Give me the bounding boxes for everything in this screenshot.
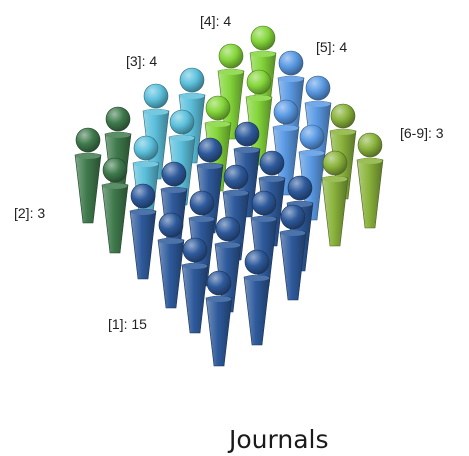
person-figure-group-1-8 <box>129 183 157 280</box>
chart-title: Journals <box>227 425 329 454</box>
label-group-6-9: [6-9]: 3 <box>400 125 444 141</box>
label-group-2: [2]: 3 <box>14 205 45 221</box>
person-figure-group-2-3 <box>101 157 129 254</box>
label-group-1: [1]: 15 <box>108 316 147 332</box>
label-group-3: [3]: 4 <box>126 53 157 69</box>
person-figure-group-2-2 <box>74 127 102 224</box>
label-group-4: [4]: 4 <box>200 13 231 29</box>
label-group-5: [5]: 4 <box>316 39 347 55</box>
person-figure-group-1-10 <box>279 204 307 301</box>
person-figure-group-6-9-2 <box>356 132 384 229</box>
person-figure-group-1-15 <box>205 270 233 367</box>
person-figure-group-1-14 <box>243 249 271 346</box>
person-figure-group-6-9-3 <box>321 150 349 247</box>
person-figure-group-1-13 <box>181 237 209 334</box>
figures-layer <box>74 25 384 367</box>
person-figure-group-1-11 <box>157 212 185 309</box>
